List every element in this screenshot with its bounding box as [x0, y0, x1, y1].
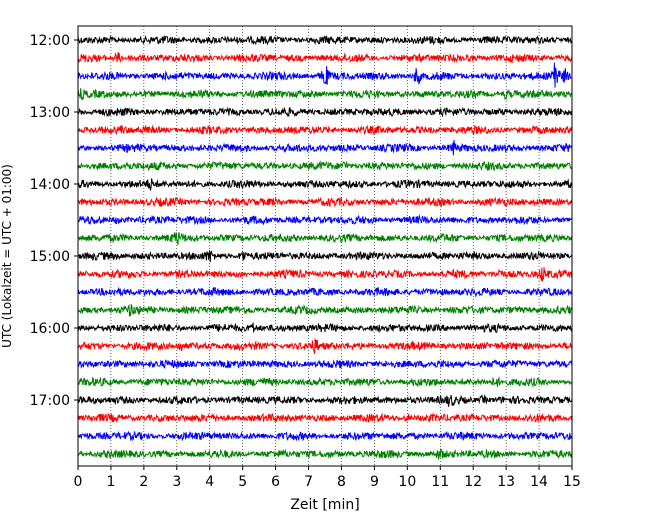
seismic-trace [77, 139, 573, 156]
seismic-trace [77, 267, 573, 282]
seismic-trace [77, 376, 573, 388]
seismic-trace [77, 250, 573, 263]
x-tick-label: 3 [172, 474, 181, 490]
seismic-trace [77, 322, 573, 334]
y-tick-label: 16:00 [30, 321, 70, 337]
x-tick-label: 9 [370, 474, 379, 490]
seismic-trace [77, 88, 573, 101]
seismic-trace [77, 338, 573, 354]
x-tick-label: 7 [304, 474, 313, 490]
x-tick-label: 10 [398, 474, 416, 490]
seismic-trace [77, 412, 573, 423]
x-tick-label: 0 [74, 474, 83, 490]
y-tick-label: 17:00 [30, 393, 70, 409]
seismic-trace [77, 448, 573, 460]
seismic-trace [77, 35, 573, 46]
x-tick-label: 5 [238, 474, 247, 490]
seismic-trace [77, 358, 573, 369]
plot-frame [77, 25, 573, 467]
seismic-trace [77, 286, 573, 298]
seismic-trace [77, 303, 573, 317]
seismic-trace [77, 430, 573, 442]
y-tick-label: 14:00 [30, 177, 70, 193]
x-tick-label: 1 [106, 474, 115, 490]
seismic-trace [77, 214, 573, 226]
seismic-trace [77, 394, 573, 407]
seismic-trace [77, 160, 573, 172]
x-tick-label: 12 [464, 474, 482, 490]
x-tick-label: 2 [139, 474, 148, 490]
y-tick-label: 13:00 [30, 105, 70, 121]
x-tick-label: 14 [530, 474, 548, 490]
y-tick-label: 12:00 [30, 33, 70, 49]
seismic-trace [77, 178, 573, 192]
seismic-trace [77, 196, 573, 208]
x-tick-label: 13 [497, 474, 515, 490]
seismic-trace [77, 62, 573, 88]
x-tick-label: 15 [563, 474, 581, 490]
x-tick-label: 4 [205, 474, 214, 490]
x-tick-label: 11 [431, 474, 449, 490]
seismic-trace [77, 52, 573, 64]
trace-layer [77, 35, 573, 460]
seismic-trace [77, 106, 573, 118]
y-tick-label: 15:00 [30, 249, 70, 265]
seismic-trace [77, 124, 573, 136]
grid-layer [110, 26, 540, 466]
x-axis-label: Zeit [min] [290, 497, 359, 513]
axis-layer: 0 1 2 3 4 5 6 7 8 9 10 11 12 13 14 1512:0013:0014:0015:… [30, 33, 581, 490]
seismic-trace [77, 232, 573, 245]
x-tick-label: 6 [271, 474, 280, 490]
y-axis-label: UTC (Lokalzeit = UTC + 01:00) [0, 164, 14, 348]
x-tick-label: 8 [337, 474, 346, 490]
